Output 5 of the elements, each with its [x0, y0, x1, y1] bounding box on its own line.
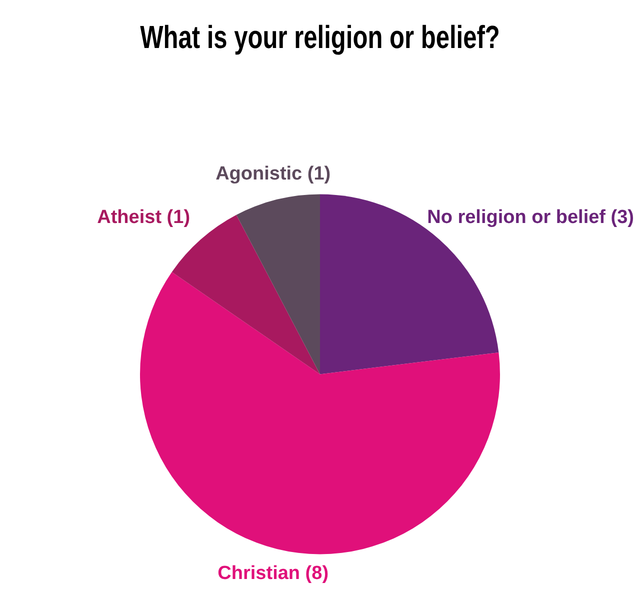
- slice-label: Agonistic (1): [216, 164, 331, 185]
- slice-label: Atheist (1): [97, 207, 190, 228]
- chart-title: What is your religion or belief?: [140, 20, 500, 56]
- slice-label: No religion or belief (3): [427, 207, 634, 228]
- slice-label: Christian (8): [218, 563, 329, 584]
